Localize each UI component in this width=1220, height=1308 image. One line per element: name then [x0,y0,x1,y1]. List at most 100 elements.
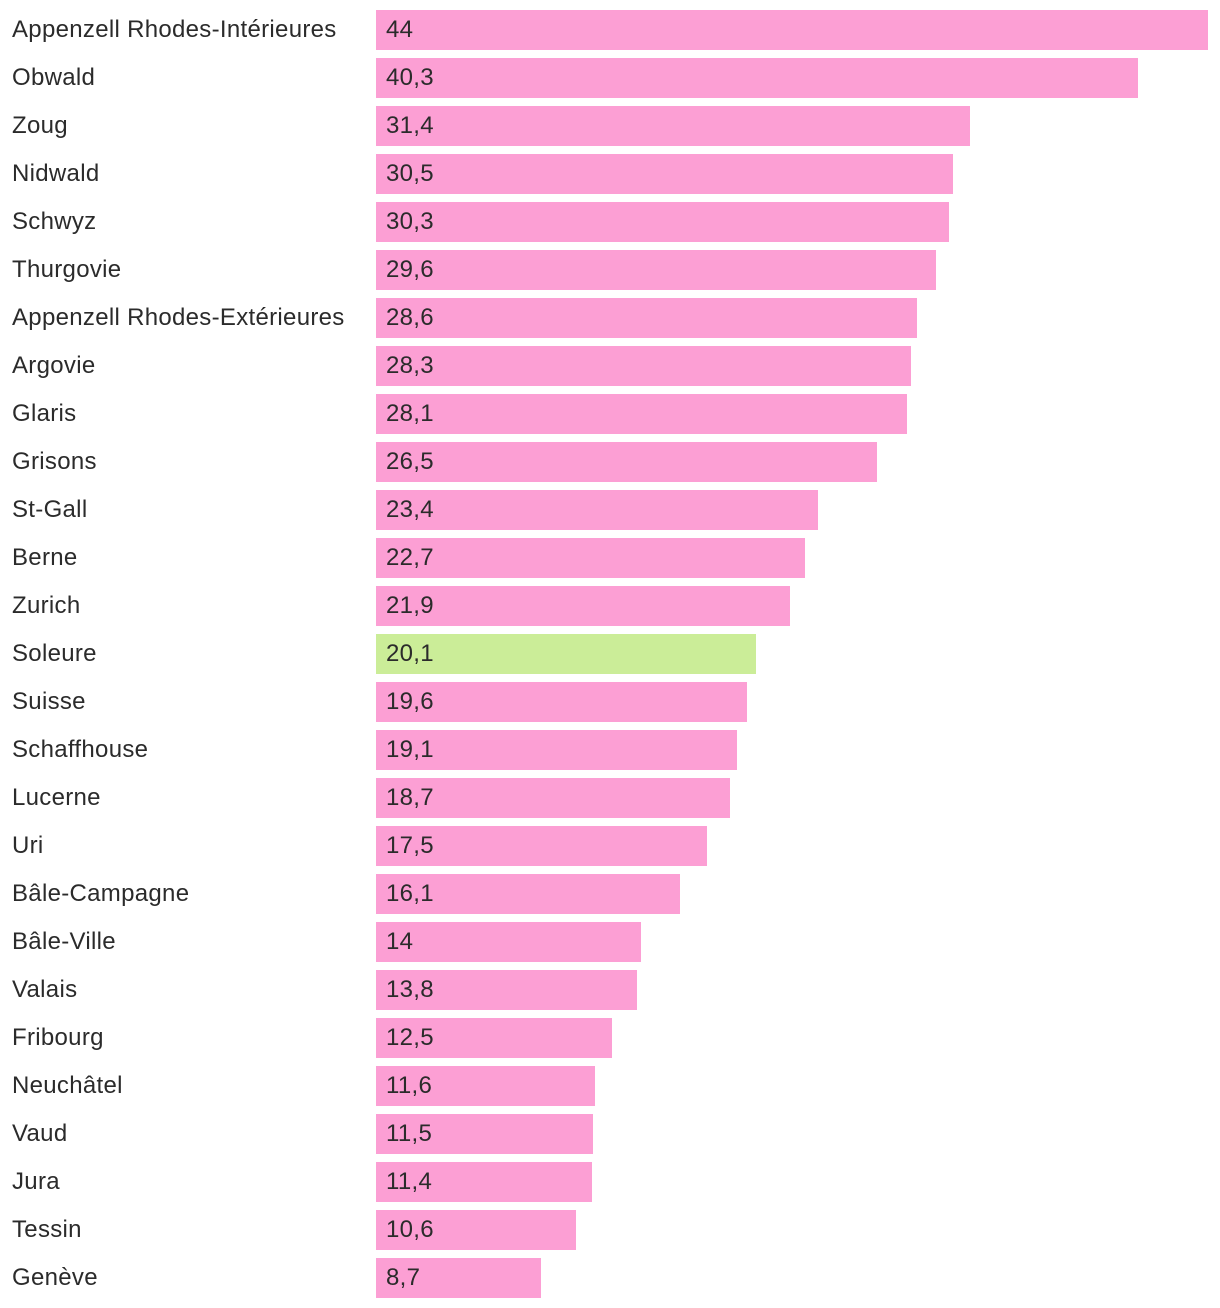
category-label: Tessin [12,1216,82,1243]
category-label: Glaris [12,400,77,427]
value-label: 30,5 [386,160,434,187]
bar [376,586,790,626]
bar [376,634,756,674]
bar-row: Berne 22,7 [0,538,1220,586]
bar [376,1258,541,1298]
bar [376,106,970,146]
bar [376,778,730,818]
bar [376,826,707,866]
bar [376,730,737,770]
value-label: 11,6 [386,1072,433,1099]
value-label: 23,4 [386,496,434,523]
bar-row: Uri 17,5 [0,826,1220,874]
bar-row: Thurgovie 29,6 [0,250,1220,298]
bar [376,1210,576,1250]
bar [376,1114,593,1154]
value-label: 28,1 [386,400,434,427]
value-label: 11,4 [386,1168,433,1195]
bar-row: Schaffhouse 19,1 [0,730,1220,778]
bar [376,1162,592,1202]
category-label: Valais [12,976,78,1003]
category-label: Neuchâtel [12,1072,123,1099]
value-label: 26,5 [386,448,434,475]
category-label: Schaffhouse [12,736,149,763]
category-label: Argovie [12,352,96,379]
value-label: 10,6 [386,1216,434,1243]
bar [376,154,953,194]
bar-row: Tessin 10,6 [0,1210,1220,1258]
bar-row: Appenzell Rhodes-Intérieures 44 [0,10,1220,58]
bar [376,298,917,338]
bar-row: Lucerne 18,7 [0,778,1220,826]
value-label: 21,9 [386,592,434,619]
bar [376,682,747,722]
category-label: Appenzell Rhodes-Extérieures [12,304,345,331]
bar [376,538,805,578]
category-label: Berne [12,544,78,571]
category-label: Uri [12,832,44,859]
category-label: Appenzell Rhodes-Intérieures [12,16,337,43]
bar-row: Schwyz 30,3 [0,202,1220,250]
value-label: 13,8 [386,976,434,1003]
bar-row: Zoug 31,4 [0,106,1220,154]
category-label: Grisons [12,448,97,475]
category-label: Jura [12,1168,60,1195]
bar-row: Glaris 28,1 [0,394,1220,442]
category-label: Fribourg [12,1024,104,1051]
bar-row: Bâle-Ville 14 [0,922,1220,970]
value-label: 8,7 [386,1264,421,1291]
value-label: 22,7 [386,544,434,571]
category-label: Soleure [12,640,97,667]
value-label: 20,1 [386,640,434,667]
value-label: 12,5 [386,1024,434,1051]
value-label: 14 [386,928,414,955]
category-label: Vaud [12,1120,68,1147]
bar [376,922,641,962]
value-label: 31,4 [386,112,434,139]
bar-row: Neuchâtel 11,6 [0,1066,1220,1114]
value-label: 40,3 [386,64,434,91]
category-label: Bâle-Ville [12,928,116,955]
value-label: 28,3 [386,352,434,379]
category-label: Genève [12,1264,98,1291]
bar-row: Soleure 20,1 [0,634,1220,682]
value-label: 18,7 [386,784,434,811]
bar-row: Jura 11,4 [0,1162,1220,1210]
bar [376,1066,595,1106]
bar [376,10,1208,50]
bar [376,346,911,386]
bar [376,58,1138,98]
bar [376,490,818,530]
category-label: Suisse [12,688,86,715]
bar [376,874,680,914]
value-label: 44 [386,16,414,43]
bar-row: Suisse 19,6 [0,682,1220,730]
value-label: 17,5 [386,832,434,859]
bar [376,970,637,1010]
category-label: Zoug [12,112,68,139]
value-label: 16,1 [386,880,434,907]
bar-row: Appenzell Rhodes-Extérieures 28,6 [0,298,1220,346]
category-label: Lucerne [12,784,101,811]
category-label: Schwyz [12,208,97,235]
bar-row: St-Gall 23,4 [0,490,1220,538]
bar-row: Valais 13,8 [0,970,1220,1018]
bar-row: Bâle-Campagne 16,1 [0,874,1220,922]
bar [376,202,949,242]
value-label: 30,3 [386,208,434,235]
value-label: 11,5 [386,1120,433,1147]
category-label: Zurich [12,592,81,619]
bar [376,1018,612,1058]
bar [376,394,907,434]
category-label: Thurgovie [12,256,122,283]
bar-row: Vaud 11,5 [0,1114,1220,1162]
value-label: 29,6 [386,256,434,283]
bar-row: Genève 8,7 [0,1258,1220,1306]
bar-row: Nidwald 30,5 [0,154,1220,202]
value-label: 19,6 [386,688,434,715]
category-label: St-Gall [12,496,88,523]
bar-row: Argovie 28,3 [0,346,1220,394]
category-label: Obwald [12,64,96,91]
value-label: 19,1 [386,736,434,763]
